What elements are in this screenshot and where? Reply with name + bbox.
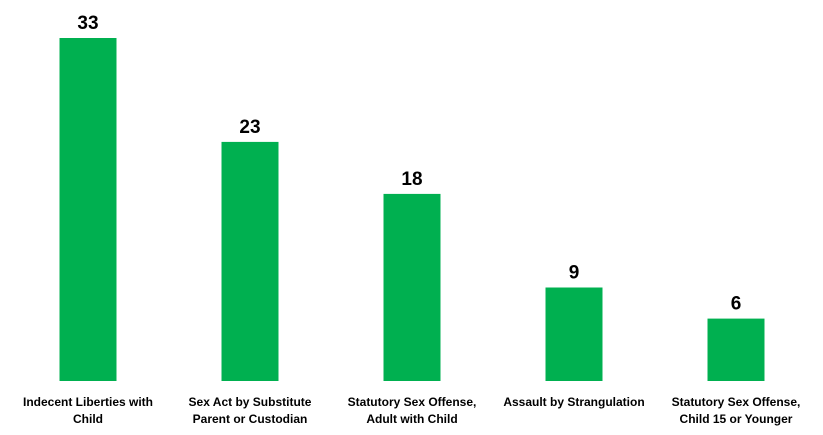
category-label: Child	[73, 412, 103, 426]
value-labels-group: 33 23 18 9 6	[77, 13, 741, 315]
bar	[383, 193, 441, 381]
data-label: 18	[401, 169, 422, 190]
bar	[707, 318, 765, 381]
category-label: Parent or Custodian	[193, 412, 308, 426]
data-label: 33	[77, 13, 98, 34]
category-label: Statutory Sex Offense,	[672, 395, 801, 409]
category-label: Adult with Child	[366, 412, 457, 426]
category-labels-group: Indecent Liberties with Child Sex Act by S…	[23, 395, 800, 426]
category-label: Indecent Liberties with	[23, 395, 153, 409]
bars-group	[59, 38, 765, 381]
category-label: Sex Act by Substitute	[189, 395, 312, 409]
data-label: 9	[569, 263, 580, 284]
bar	[545, 287, 603, 381]
category-label: Assault by Strangulation	[503, 395, 644, 409]
data-label: 23	[239, 117, 260, 138]
data-label: 6	[731, 294, 742, 315]
category-label: Statutory Sex Offense,	[348, 395, 477, 409]
bar	[59, 38, 117, 381]
bar	[221, 141, 279, 381]
category-label: Child 15 or Younger	[680, 412, 793, 426]
